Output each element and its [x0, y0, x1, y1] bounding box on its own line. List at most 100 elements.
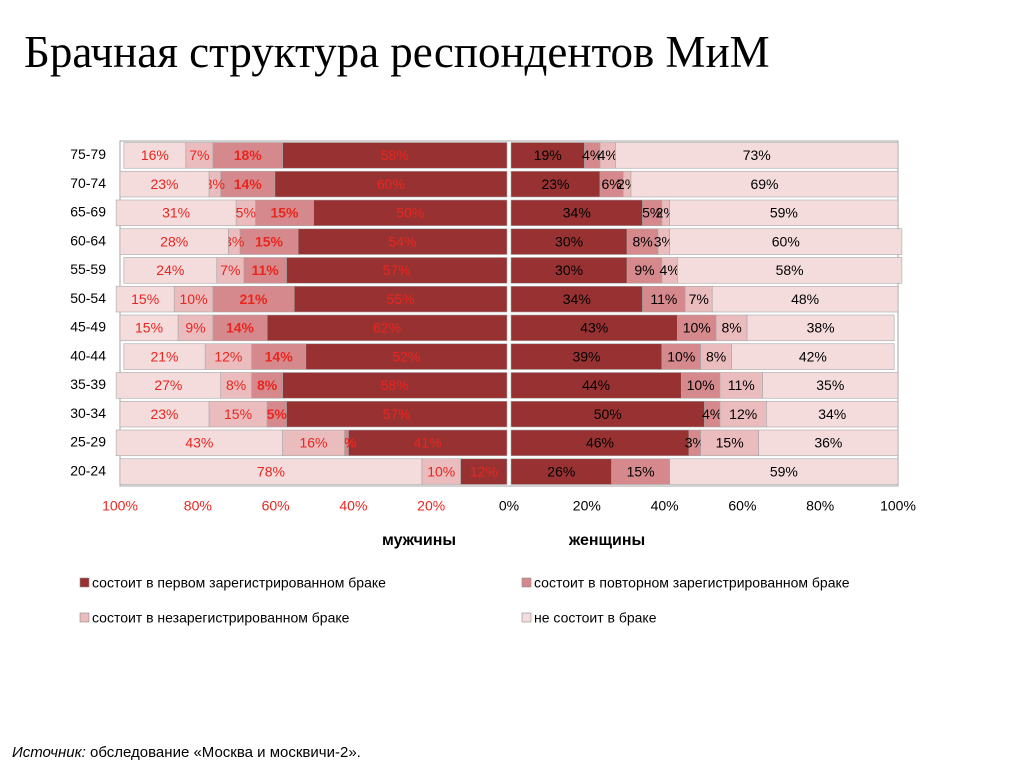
bar-right-first-75-79	[510, 142, 585, 169]
data-label-right-repeat-30-34: 4%	[702, 406, 722, 422]
x-tick-label-6: 20%	[573, 498, 601, 514]
bar-left-first-55-59	[286, 257, 508, 284]
bar-left-unreg-40-44	[204, 343, 252, 370]
data-label-right-none-30-34: 34%	[818, 406, 846, 422]
bar-right-none-75-79	[615, 142, 899, 169]
data-label-right-repeat-25-29: 3%	[685, 435, 705, 451]
category-label-30-34: 30-34	[70, 405, 106, 421]
bar-right-none-35-39	[762, 372, 899, 399]
data-label-left-first-65-69: 50%	[396, 205, 424, 221]
bar-right-first-20-24	[510, 458, 612, 485]
bar-left-repeat-60-64	[239, 228, 299, 255]
x-tick-label-9: 80%	[806, 498, 834, 514]
data-label-right-first-65-69: 34%	[563, 205, 591, 221]
bar-right-none-45-49	[746, 314, 895, 342]
data-label-left-none-30-34: 23%	[150, 406, 178, 422]
bar-left-first-40-44	[305, 343, 508, 370]
group-label-left: мужчины	[382, 532, 456, 549]
bar-right-first-50-54	[510, 285, 643, 313]
bar-left-repeat-40-44	[251, 343, 307, 370]
bar-right-repeat-45-49	[677, 314, 717, 342]
bar-left-first-20-24	[460, 458, 508, 485]
data-label-left-unreg-30-34: 15%	[224, 406, 252, 422]
x-tick-label-5: 0%	[499, 498, 519, 514]
category-label-20-24: 20-24	[70, 462, 106, 478]
bar-left-unreg-55-59	[216, 257, 245, 284]
data-label-left-first-25-29: 41%	[414, 435, 442, 451]
bar-right-none-60-64	[669, 228, 903, 255]
bar-left-first-60-64	[297, 228, 508, 255]
bar-right-unreg-35-39	[719, 372, 763, 399]
data-label-left-first-50-54: 55%	[387, 291, 415, 307]
category-label-70-74: 70-74	[70, 175, 106, 191]
source-label: Источник:	[12, 744, 86, 761]
data-label-right-repeat-35-39: 10%	[687, 377, 715, 393]
category-label-65-69: 65-69	[70, 204, 106, 220]
data-label-left-none-50-54: 15%	[131, 291, 159, 307]
category-label-35-39: 35-39	[70, 376, 106, 392]
bar-left-repeat-75-79	[212, 142, 283, 169]
data-label-right-unreg-45-49: 8%	[721, 320, 741, 336]
bar-right-none-50-54	[711, 285, 899, 313]
data-label-right-repeat-40-44: 10%	[667, 348, 695, 364]
bar-left-none-30-34	[119, 400, 210, 428]
bar-right-repeat-20-24	[611, 458, 670, 485]
data-label-left-none-45-49: 15%	[135, 320, 163, 336]
category-label-60-64: 60-64	[70, 232, 106, 248]
data-label-left-unreg-55-59: 7%	[220, 262, 240, 278]
bar-left-none-50-54	[115, 285, 175, 313]
data-label-right-first-60-64: 30%	[555, 233, 583, 249]
bar-right-none-25-29	[758, 429, 899, 457]
data-label-left-repeat-50-54: 21%	[239, 291, 268, 307]
bar-left-none-75-79	[123, 142, 187, 169]
bar-right-unreg-30-34	[719, 400, 767, 428]
data-label-right-first-20-24: 26%	[547, 463, 575, 479]
bar-left-first-35-39	[282, 372, 508, 399]
data-label-left-unreg-65-69: 5%	[236, 205, 256, 221]
bar-right-repeat-40-44	[661, 343, 701, 370]
data-label-left-repeat-65-69: 15%	[270, 205, 299, 221]
data-label-right-first-35-39: 44%	[582, 377, 610, 393]
data-label-left-first-40-44: 52%	[392, 348, 420, 364]
data-label-left-unreg-50-54: 10%	[180, 291, 208, 307]
x-tick-label-3: 40%	[339, 498, 367, 514]
data-label-left-repeat-45-49: 14%	[226, 320, 255, 336]
data-label-right-unreg-50-54: 7%	[689, 291, 709, 307]
bar-left-none-70-74	[119, 170, 210, 198]
bar-right-first-60-64	[510, 228, 628, 255]
data-label-left-first-55-59: 57%	[383, 262, 411, 278]
x-tick-label-2: 60%	[262, 498, 290, 514]
data-label-right-unreg-75-79: 4%	[598, 147, 618, 163]
data-label-right-none-65-69: 59%	[770, 205, 798, 221]
data-label-right-repeat-50-54: 11%	[650, 291, 677, 307]
data-label-right-first-75-79: 19%	[534, 147, 562, 163]
x-tick-label-1: 80%	[184, 498, 212, 514]
x-tick-label-10: 100%	[880, 498, 916, 514]
data-label-left-unreg-60-64: 3%	[224, 233, 244, 249]
bar-right-unreg-45-49	[715, 314, 748, 342]
bar-right-first-55-59	[510, 257, 628, 284]
data-label-right-none-35-39: 35%	[816, 377, 844, 393]
bar-right-none-30-34	[766, 400, 899, 428]
bar-left-first-70-74	[274, 170, 508, 198]
legend-label-repeat: состоит в повторном зарегистрированном б…	[534, 575, 850, 591]
legend-swatch-unreg	[79, 612, 90, 623]
bar-left-repeat-65-69	[255, 199, 314, 227]
data-label-right-repeat-60-64: 8%	[632, 233, 652, 249]
data-label-right-none-40-44: 42%	[799, 348, 827, 364]
data-label-left-first-75-79: 58%	[381, 147, 409, 163]
data-label-left-unreg-25-29: 16%	[299, 435, 327, 451]
bar-left-unreg-35-39	[220, 372, 252, 399]
x-tick-label-8: 60%	[728, 498, 756, 514]
slide-title: Брачная структура респондентов МиМ	[24, 27, 770, 77]
data-label-left-first-20-24: 12%	[470, 463, 498, 479]
data-label-right-none-45-49: 38%	[807, 320, 835, 336]
data-label-right-repeat-70-74: 6%	[602, 176, 622, 192]
data-label-right-none-20-24: 59%	[770, 463, 798, 479]
bar-left-first-25-29	[348, 429, 508, 457]
bar-left-first-65-69	[313, 199, 508, 227]
x-tick-label-0: 100%	[102, 498, 138, 514]
legend-label-none: не состоит в браке	[534, 610, 657, 626]
data-label-left-first-35-39: 58%	[381, 377, 409, 393]
